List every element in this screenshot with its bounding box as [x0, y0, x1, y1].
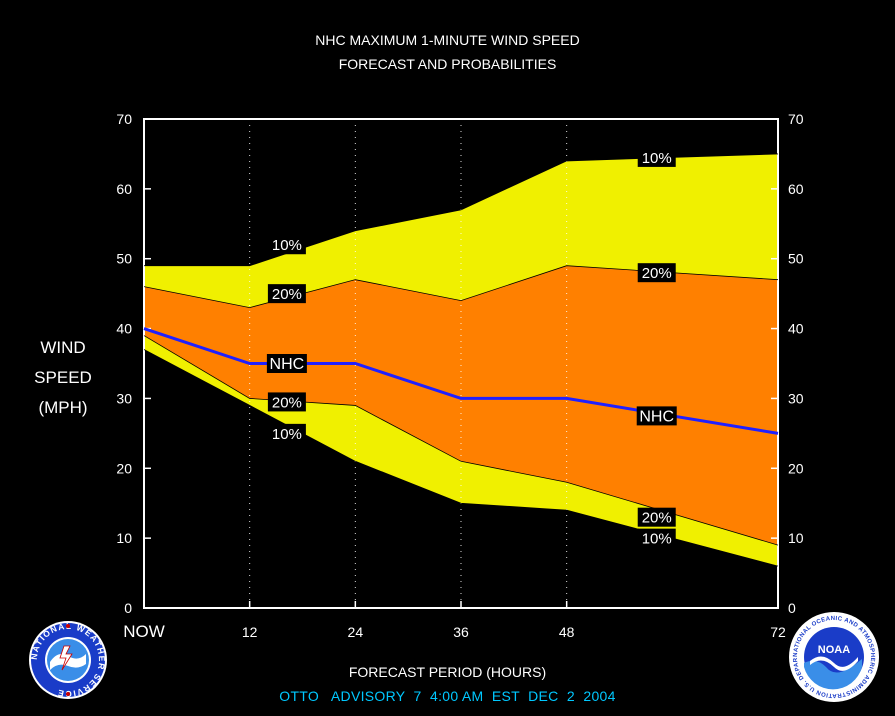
y-tick-label-right: 70: [788, 111, 804, 127]
band-edge-upper-inner: [143, 265, 779, 309]
y-tick-label-right: 10: [788, 530, 804, 546]
band-edge-lower-outer: [143, 349, 779, 567]
x-tick-label: NOW: [123, 622, 165, 641]
annotation-box: [267, 284, 306, 304]
annotation-upper-inner: 20%: [267, 284, 306, 304]
y-tick-label-left: 10: [116, 530, 132, 546]
chart-title-line-2: FORECAST AND PROBABILITIES: [338, 56, 557, 72]
annotation-label: 10%: [272, 237, 302, 254]
x-tick-label: 72: [770, 624, 786, 640]
annotation-upper-outer: 10%: [637, 147, 676, 167]
annotation-lower-outer: 10%: [267, 423, 306, 443]
annotation-label: 10%: [642, 150, 672, 167]
y-tick-label-right: 40: [788, 321, 804, 337]
annotation-label: 20%: [272, 286, 302, 303]
annotation-box: [637, 528, 676, 548]
y-axis-label-wind: WIND: [40, 338, 86, 357]
annotation-label: 10%: [272, 426, 302, 443]
annotation-forecast: NHC: [636, 406, 677, 426]
annotation-label: 20%: [642, 265, 672, 282]
advisory-info: OTTO ADVISORY 7 4:00 AM EST DEC 2 2004: [279, 688, 616, 704]
y-tick-label-left: 50: [116, 251, 132, 267]
annotation-box: [266, 354, 307, 373]
annotation-box: [637, 507, 676, 527]
annotation-upper-outer: 10%: [267, 235, 306, 255]
annotation-label: 20%: [642, 510, 672, 527]
y-axis-label-speed: SPEED: [34, 368, 92, 387]
annotation-lower-inner: 20%: [637, 507, 676, 527]
annotation-label: 10%: [642, 531, 672, 548]
band-edge-upper-outer: [144, 153, 779, 267]
nhc-forecast-line: [143, 327, 779, 435]
x-tick-label: 12: [242, 624, 258, 640]
y-tick-label-left: 0: [124, 600, 132, 616]
x-axis-label: FORECAST PERIOD (HOURS): [348, 664, 547, 680]
y-tick-label-right: 50: [788, 251, 804, 267]
y-tick-label-right: 0: [788, 600, 796, 616]
annotation-box: [637, 147, 676, 167]
annotation-label: 20%: [272, 394, 302, 411]
y-tick-label-left: 20: [116, 460, 132, 476]
y-tick-label-right: 30: [788, 390, 804, 406]
y-tick-label-left: 40: [116, 321, 132, 337]
y-tick-label-right: 60: [788, 181, 804, 197]
noaa-logo: NATIONAL OCEANIC AND ATMOSPHERIC ADMINIS…: [788, 611, 879, 702]
y-tick-label-left: 30: [116, 390, 132, 406]
y-tick-label-right: 20: [788, 460, 804, 476]
nws-logo: NATIONAL WEATHER SERVICE: [29, 621, 107, 699]
chart-title-line-1: NHC MAXIMUM 1-MINUTE WIND SPEED: [315, 32, 580, 48]
annotation-lower-inner: 20%: [267, 392, 306, 412]
annotation-box: [636, 406, 677, 426]
y-tick-label-left: 60: [116, 181, 132, 197]
x-tick-label: 48: [559, 624, 575, 640]
annotation-box: [267, 423, 306, 443]
annotation-label: NHC: [270, 356, 305, 373]
y-axis-label-units: (MPH): [38, 398, 88, 417]
annotation-box: [267, 235, 306, 255]
annotation-box: [637, 263, 676, 283]
annotation-label: NHC: [639, 408, 674, 425]
annotation-box: [267, 392, 306, 412]
noaa-logo-center: NOAA: [818, 644, 850, 656]
x-tick-label: 24: [348, 624, 364, 640]
annotation-upper-inner: 20%: [637, 263, 676, 283]
band-edge-lower-inner: [143, 335, 779, 546]
x-tick-label: 36: [453, 624, 469, 640]
y-tick-label-left: 70: [116, 111, 132, 127]
annotation-lower-outer: 10%: [637, 528, 676, 548]
inner-probability-band: [144, 265, 778, 546]
annotation-forecast: NHC: [266, 354, 307, 373]
